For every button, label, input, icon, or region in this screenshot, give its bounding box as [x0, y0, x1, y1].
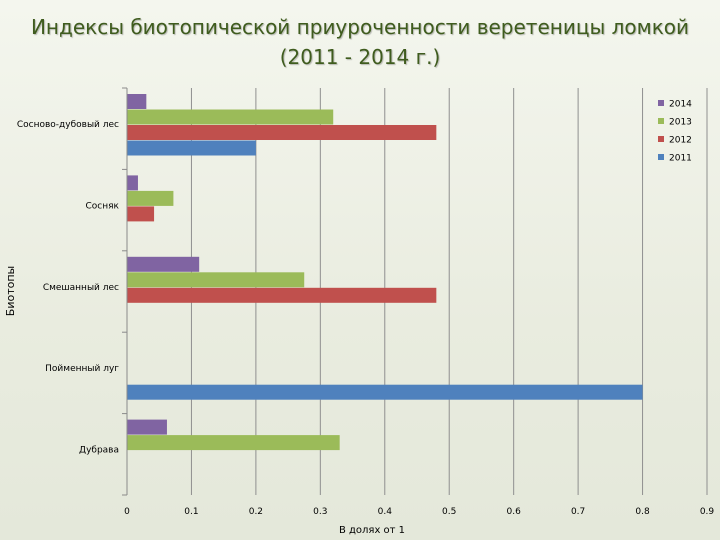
bar: [127, 94, 147, 109]
bar: [127, 419, 167, 435]
category-label: Сосняк: [86, 201, 120, 211]
category-labels: Сосново-дубовый лес Сосняк Смешанный лес По…: [17, 120, 120, 456]
legend-swatch: [658, 154, 664, 160]
bar: [127, 272, 305, 288]
x-tick-label: 0.9: [700, 507, 715, 517]
legend-label: 2011: [669, 154, 692, 164]
legend-label: 2013: [669, 118, 692, 128]
title-line-2: (2011 - 2014 г.): [279, 45, 441, 69]
bar: [127, 206, 155, 222]
legend-swatch: [658, 100, 664, 106]
x-tick-label: 0.7: [571, 507, 585, 517]
bar: [127, 190, 174, 206]
x-axis-label: В долях от 1: [339, 525, 405, 536]
bar: [127, 384, 643, 400]
x-tick-label: 0.5: [442, 507, 456, 517]
x-tick-label: 0.2: [249, 507, 263, 517]
tick-labels: 0 0.1 0.2 0.3 0.4 0.5 0.6 0.7 0.8 0.9: [124, 507, 714, 517]
legend-swatch: [658, 136, 664, 142]
x-tick-label: 0.6: [507, 507, 522, 517]
bar: [127, 287, 437, 303]
bar: [127, 435, 340, 451]
category-label: Смешанный лес: [43, 283, 119, 293]
bar: [127, 140, 256, 156]
legend-label: 2014: [669, 100, 692, 110]
y-axis-label: Биотопы: [4, 266, 17, 316]
bar: [127, 175, 138, 191]
x-tick-label: 0: [124, 507, 130, 517]
legend-label: 2012: [669, 136, 692, 146]
bar: [127, 125, 437, 140]
x-tick-label: 0.8: [635, 507, 650, 517]
x-tick-label: 0.4: [378, 507, 393, 517]
bar: [127, 109, 334, 125]
legend-swatch: [658, 118, 664, 124]
legend: 2014 2013 2012 2011: [658, 100, 692, 164]
category-label: Сосново-дубовый лес: [17, 120, 119, 130]
bar: [127, 256, 200, 272]
slide-title: Индексы биотопической приуроченности вер…: [0, 12, 720, 72]
x-tick-label: 0.1: [184, 507, 198, 517]
x-tick-label: 0.3: [313, 507, 327, 517]
category-label: Пойменный луг: [45, 364, 119, 374]
title-line-1: Индексы биотопической приуроченности вер…: [30, 15, 690, 39]
category-label: Дубрава: [79, 446, 119, 456]
bars: [127, 94, 643, 451]
